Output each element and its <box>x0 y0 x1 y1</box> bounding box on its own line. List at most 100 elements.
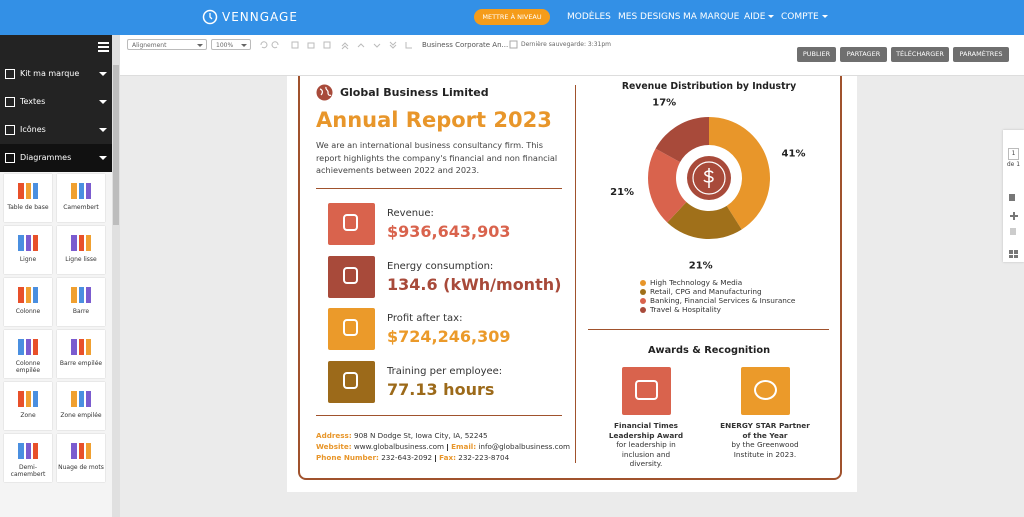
contact-line: Address: 908 N Dodge St, Iowa City, IA, … <box>316 431 488 440</box>
chart-tile[interactable]: Barre empilée <box>57 330 105 378</box>
logo[interactable]: VENNGAGE <box>222 10 298 24</box>
caret <box>821 15 828 18</box>
menu-item[interactable]: AIDE <box>744 12 775 22</box>
chart-tile[interactable]: Table de base <box>4 174 52 222</box>
legend-swatch <box>640 289 646 295</box>
stat-icon <box>328 255 375 298</box>
tile-label: Ligne lisse <box>65 256 97 263</box>
tile-label: Barre <box>72 308 90 315</box>
logo-icon <box>202 9 218 25</box>
award-title: ENERGY STAR Partner of the Year <box>720 421 810 440</box>
stat-label: Training per employee: <box>387 365 503 377</box>
awards-title: Awards & Recognition <box>647 345 771 356</box>
tile-icon <box>18 443 38 459</box>
toolbar-button[interactable]: PARAMÈTRES <box>953 47 1009 62</box>
separator <box>447 443 449 451</box>
section[interactable]: Diagrammes <box>0 144 112 172</box>
tile-icon <box>18 235 38 251</box>
scrollbar <box>112 35 120 517</box>
intro: We are an international business consult… <box>316 140 558 175</box>
tile-label: Ligne <box>19 256 37 263</box>
toolbar-button[interactable]: TÉLÉCHARGER <box>891 47 949 62</box>
upgrade-button[interactable]: METTRE À NIVEAU <box>474 9 550 25</box>
chart-tile[interactable]: Colonne empilée <box>4 330 52 378</box>
section-icon <box>5 97 15 107</box>
stat-icon <box>328 203 375 245</box>
caret <box>99 128 107 132</box>
slice-label: 17% <box>652 97 676 108</box>
zoom-select[interactable]: 100% <box>211 39 251 50</box>
chart-tile[interactable]: Camembert <box>57 174 105 222</box>
document: Global Business Limited Annual Report 20… <box>287 75 857 492</box>
toolbar: Alignement 100% Business Corporate An...… <box>120 35 1024 76</box>
tile-label: Zone empilée <box>60 412 102 419</box>
section-icon <box>5 69 15 79</box>
toolbar-button[interactable]: PUBLIER <box>797 47 836 62</box>
center-ring <box>692 161 726 195</box>
chart-tile[interactable]: Colonne <box>4 278 52 326</box>
award-title: Financial Times Leadership Award <box>608 421 684 440</box>
contact-label: Website: <box>316 442 352 451</box>
chart-tile[interactable]: Ligne lisse <box>57 226 105 274</box>
hamburger[interactable] <box>98 42 110 52</box>
section[interactable]: Textes <box>0 88 112 116</box>
chart-tile[interactable]: Nuage de mots <box>57 434 105 482</box>
award-icon <box>622 367 671 415</box>
chart-tile[interactable]: Zone <box>4 382 52 430</box>
section[interactable]: Kit ma marque <box>0 60 112 88</box>
stat-value: 134.6 (kWh/month) <box>387 274 562 294</box>
pie-slice <box>667 202 742 239</box>
tile-icon <box>18 183 38 199</box>
tile-label: Demi-camembert <box>10 464 46 478</box>
award-desc: for leadership in inclusion and diversit… <box>616 440 676 468</box>
column-divider <box>575 85 576 463</box>
stat-label: Revenue: <box>387 208 434 219</box>
stat-icon <box>328 308 375 350</box>
tile-icon <box>71 391 91 407</box>
contact-label: Phone Number: <box>316 453 379 462</box>
doc-name[interactable]: Business Corporate An... <box>422 41 509 49</box>
slice-label: 41% <box>782 148 806 159</box>
contact-line: Website: www.globalbusiness.com Email: in… <box>316 442 570 451</box>
award-desc: by the Greenwood Institute in 2023. <box>731 440 799 459</box>
top-bar: VENNGAGE METTRE À NIVEAU MODÈLES MES DESI… <box>0 0 1024 35</box>
divider <box>588 329 829 330</box>
pie-slice <box>709 117 770 230</box>
caret <box>99 156 107 160</box>
saved-status: Dernière sauvegarde: 3:31pm <box>521 41 612 48</box>
tile-icon <box>71 235 91 251</box>
tile-icon <box>71 287 91 303</box>
menu-label: COMPTE <box>781 12 819 22</box>
chart-tile[interactable]: Demi-camembert <box>4 434 52 482</box>
page-number[interactable]: 1 <box>1008 148 1019 160</box>
caret <box>197 44 203 47</box>
chart-tile[interactable]: Zone empilée <box>57 382 105 430</box>
award-text: ENERGY STAR Partner of the Year by the Gr… <box>710 421 820 459</box>
legend-label: Banking, Financial Services & Insurance <box>650 296 796 305</box>
chart-tile[interactable]: Barre <box>57 278 105 326</box>
section-label: Kit ma marque <box>20 69 80 78</box>
stat-glyph <box>343 214 358 231</box>
stat-value: $724,246,309 <box>387 327 511 346</box>
scroll-thumb[interactable] <box>113 65 119 225</box>
frame <box>298 75 842 480</box>
dollar-icon <box>703 168 714 188</box>
legend-label: Retail, CPG and Manufacturing <box>650 287 762 296</box>
chart-tile[interactable]: Ligne <box>4 226 52 274</box>
menu-item[interactable]: MA MARQUE <box>683 12 739 22</box>
align-select[interactable]: Alignement <box>127 39 207 50</box>
contact-label: Email: <box>451 442 477 451</box>
menu-item[interactable]: MES DESIGNS <box>618 12 680 22</box>
section[interactable]: Icônes <box>0 116 112 144</box>
menu-item[interactable]: MODÈLES <box>567 12 611 22</box>
divider <box>316 188 562 189</box>
tile-label: Camembert <box>63 204 99 211</box>
tile-label: Colonne <box>15 308 41 315</box>
edit-icon[interactable] <box>509 40 518 49</box>
legend-label: High Technology & Media <box>650 278 743 287</box>
menu-label: MES DESIGNS <box>618 12 681 22</box>
stat-glyph <box>343 371 358 389</box>
toolbar-button[interactable]: PARTAGER <box>840 47 887 62</box>
menu-item[interactable]: COMPTE <box>781 12 828 22</box>
award-glyph <box>754 380 777 400</box>
